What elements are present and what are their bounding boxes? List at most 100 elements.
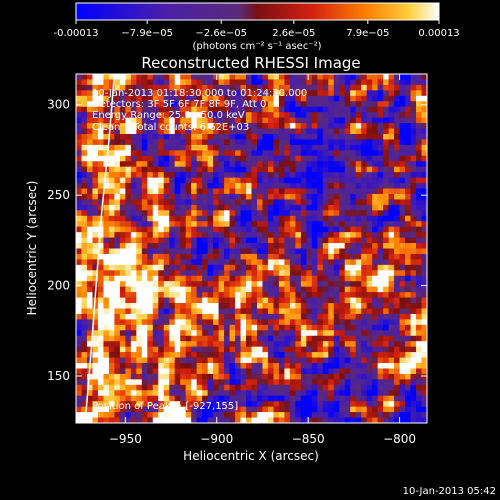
heatmap-cell xyxy=(202,259,208,266)
heatmap-cell xyxy=(141,128,148,135)
heatmap-cell xyxy=(240,112,247,118)
heatmap-cell xyxy=(322,357,329,364)
heatmap-cell xyxy=(311,357,318,364)
heatmap-cell xyxy=(394,281,400,287)
heatmap-cell xyxy=(119,248,126,255)
heatmap-cell xyxy=(361,308,367,315)
heatmap-cell xyxy=(262,379,269,386)
heatmap-cell xyxy=(350,297,356,304)
heatmap-cell xyxy=(399,253,406,260)
heatmap-cell xyxy=(273,275,280,282)
heatmap-cell xyxy=(262,390,269,397)
heatmap-cell xyxy=(273,199,280,206)
heatmap-cell xyxy=(262,357,269,364)
heatmap-cell xyxy=(174,188,181,195)
heatmap-cell xyxy=(295,330,302,337)
heatmap-cell xyxy=(421,324,427,331)
heatmap-cell xyxy=(306,363,313,369)
heatmap-cell xyxy=(256,133,263,140)
heatmap-cell xyxy=(229,150,236,157)
heatmap-cell xyxy=(158,243,165,249)
heatmap-cell xyxy=(136,210,143,217)
heatmap-cell xyxy=(284,253,291,260)
heatmap-cell xyxy=(246,341,252,347)
heatmap-cell xyxy=(246,357,252,364)
heatmap-cell xyxy=(141,297,148,304)
heatmap-cell xyxy=(377,368,384,375)
heatmap-cell xyxy=(377,335,384,342)
heatmap-cell xyxy=(383,183,389,189)
heatmap-cell xyxy=(383,406,389,413)
heatmap-cell xyxy=(383,133,389,140)
heatmap-cell xyxy=(213,281,219,287)
heatmap-cell xyxy=(246,193,252,200)
heatmap-cell xyxy=(383,193,389,200)
heatmap-cell xyxy=(174,101,181,108)
heatmap-cell xyxy=(366,133,373,140)
heatmap-cell xyxy=(300,319,307,326)
heatmap-cell xyxy=(136,324,143,331)
heatmap-cell xyxy=(174,324,181,331)
heatmap-cell xyxy=(328,401,335,407)
heatmap-cell xyxy=(240,177,247,184)
heatmap-cell xyxy=(147,237,154,244)
heatmap-cell xyxy=(344,357,351,364)
heatmap-cell xyxy=(130,106,137,113)
heatmap-cell xyxy=(97,395,104,402)
heatmap-cell xyxy=(103,417,110,423)
heatmap-cell xyxy=(405,215,411,222)
heatmap-cell xyxy=(136,352,143,358)
heatmap-cell xyxy=(213,106,219,113)
heatmap-cell xyxy=(394,117,400,124)
heatmap-cell xyxy=(224,297,230,304)
heatmap-cell xyxy=(289,101,296,108)
heatmap-cell xyxy=(317,363,324,369)
heatmap-cell xyxy=(416,215,422,222)
heatmap-cell xyxy=(240,297,247,304)
heatmap-cell xyxy=(300,281,307,287)
heatmap-cell xyxy=(152,183,159,189)
heatmap-cell xyxy=(361,215,367,222)
heatmap-cell xyxy=(372,352,378,358)
heatmap-cell xyxy=(103,384,110,391)
heatmap-cell xyxy=(103,330,110,337)
heatmap-cell xyxy=(306,406,313,413)
heatmap-cell xyxy=(103,373,110,380)
heatmap-cell xyxy=(256,395,263,402)
heatmap-cell xyxy=(267,373,274,380)
heatmap-cell xyxy=(130,259,137,266)
heatmap-cell xyxy=(410,183,417,189)
heatmap-cell xyxy=(103,139,110,146)
heatmap-cell xyxy=(377,319,384,326)
heatmap-cell xyxy=(86,373,93,380)
heatmap-cell xyxy=(311,155,318,162)
heatmap-cell xyxy=(256,390,263,397)
heatmap-cell xyxy=(289,237,296,244)
heatmap-cell xyxy=(377,193,384,200)
heatmap-cell xyxy=(119,199,126,206)
heatmap-cell xyxy=(130,183,137,189)
heatmap-cell xyxy=(207,319,214,326)
heatmap-cell xyxy=(180,155,186,162)
heatmap-cell xyxy=(355,412,362,418)
heatmap-cell xyxy=(108,188,115,195)
heatmap-cell xyxy=(273,373,280,380)
heatmap-cell xyxy=(218,112,225,118)
heatmap-cell xyxy=(180,259,186,266)
heatmap-cell xyxy=(224,84,230,91)
heatmap-cell xyxy=(377,308,384,315)
heatmap-cell xyxy=(355,264,362,271)
heatmap-cell xyxy=(213,177,219,184)
heatmap-cell xyxy=(152,406,159,413)
heatmap-cell xyxy=(103,101,110,108)
heatmap-cell xyxy=(125,341,132,347)
heatmap-cell xyxy=(125,101,132,108)
heatmap-cell xyxy=(416,352,422,358)
heatmap-cell xyxy=(229,172,236,178)
heatmap-cell xyxy=(262,275,269,282)
heatmap-cell xyxy=(163,292,170,298)
heatmap-cell xyxy=(295,346,302,353)
heatmap-cell xyxy=(317,117,324,124)
heatmap-cell xyxy=(202,253,208,260)
heatmap-cell xyxy=(213,237,219,244)
